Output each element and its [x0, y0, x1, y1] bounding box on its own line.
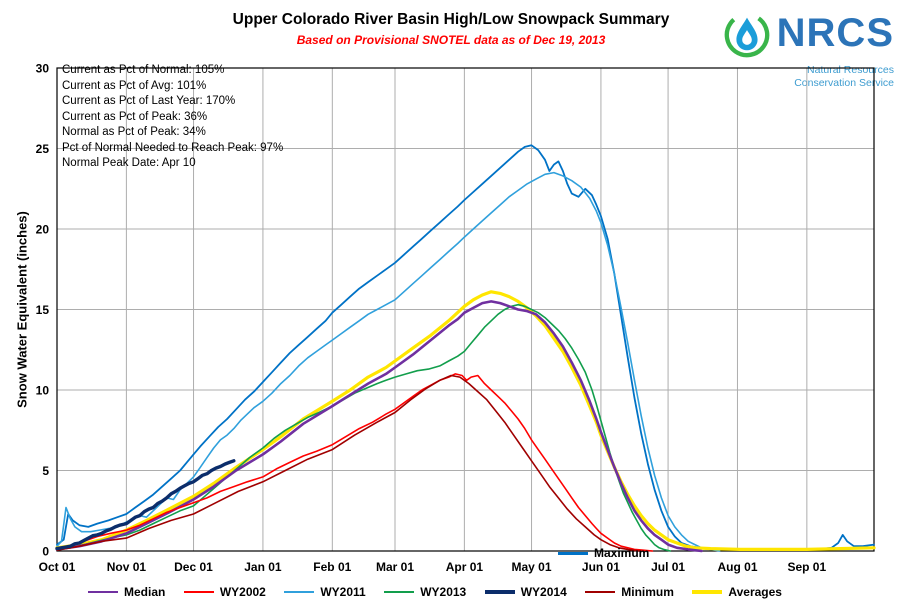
legend-label: Minimum [621, 585, 674, 599]
series-wy2014 [55, 459, 236, 551]
x-tick-label: Jan 01 [244, 560, 282, 574]
legend-label: WY2014 [520, 585, 567, 599]
stat-line: Current as Pct of Last Year: 170% [62, 95, 236, 107]
series-wy2011 [56, 171, 721, 552]
y-tick-label: 10 [36, 384, 50, 398]
legend-swatch [284, 591, 315, 593]
legend-swatch [183, 591, 214, 593]
legend-item-minimum: Minimum [585, 585, 674, 599]
nrcs-wordmark: NRCS [776, 11, 894, 55]
plot-border [56, 67, 875, 552]
legend-item-wy2013: WY2013 [384, 585, 466, 599]
x-tick-label: Apr 01 [446, 560, 484, 574]
legend-swatch [384, 591, 415, 593]
stat-line: Current as Pct of Normal: 105% [62, 64, 225, 76]
y-tick-label: 0 [42, 545, 49, 559]
stat-line: Current as Pct of Peak: 36% [62, 110, 208, 123]
x-tick-label: Oct 01 [39, 560, 76, 574]
x-tick-label: Feb 01 [313, 560, 351, 574]
stats-panel: Current as Pct of Normal: 105% Current a… [62, 63, 283, 172]
y-tick-label: 15 [36, 303, 50, 317]
legend-label: Median [124, 585, 166, 599]
legend-label: Averages [728, 585, 782, 599]
legend-item-wy2014: WY2014 [484, 585, 567, 599]
x-tick-label: Dec 01 [174, 560, 213, 574]
stat-line: Pct of Normal Needed to Reach Peak: 97% [62, 141, 284, 154]
legend-item-averages: Averages [692, 585, 782, 599]
x-tick-label: Jun 01 [582, 560, 620, 574]
series-maximum [56, 144, 875, 551]
nrcs-org-line1: Natural Resources [807, 64, 894, 76]
legend-swatch-maximum [558, 551, 588, 555]
y-tick-label: 20 [36, 223, 50, 237]
legend-item-maximum: Maximum [556, 546, 651, 560]
page-title: Upper Colorado River Basin High/Low Snow… [232, 11, 670, 28]
x-tick-label: Mar 01 [376, 560, 414, 574]
legend-swatch [692, 590, 723, 594]
y-tick-label: 5 [42, 464, 49, 478]
legend-swatch [88, 590, 118, 594]
nrcs-logo: NRCS Natural Resources Conservation Serv… [716, 4, 894, 90]
x-tick-label: Sep 01 [787, 560, 826, 574]
nrcs-org-name: Natural Resources Conservation Service [716, 64, 894, 90]
legend-swatch [484, 590, 515, 594]
legend-label: WY2011 [320, 585, 366, 599]
page-subtitle: Based on Provisional SNOTEL data as of D… [296, 33, 606, 47]
legend-label-maximum: Maximum [594, 546, 650, 560]
legend-item-wy2002: WY2002 [183, 585, 266, 599]
legend-swatch [585, 591, 616, 593]
stat-line: Normal as Pct of Peak: 34% [62, 126, 206, 138]
legend-label: WY2002 [219, 585, 266, 599]
series-median [55, 300, 703, 553]
legend-item-median: Median [88, 585, 165, 599]
x-tick-label: Jul 01 [651, 560, 685, 574]
x-tick-label: Nov 01 [107, 560, 147, 574]
x-tick-label: May 01 [511, 560, 551, 574]
chart-legend: Median WY2002 WY2011 WY2013 WY2014 Minimum Ave… [88, 585, 782, 599]
x-tick-label: Aug 01 [717, 560, 757, 574]
nrcs-org-line2: Conservation Service [794, 77, 894, 89]
legend-item-wy2011: WY2011 [284, 585, 366, 599]
y-tick-label: 30 [36, 62, 50, 76]
series-minimum [56, 374, 640, 552]
y-tick-label: 25 [36, 142, 50, 156]
stat-line: Current as Pct of Avg: 101% [62, 79, 207, 92]
stat-line: Normal Peak Date: Apr 10 [62, 157, 196, 169]
legend-label: WY2013 [420, 585, 467, 599]
nrcs-drop-icon [724, 12, 770, 58]
